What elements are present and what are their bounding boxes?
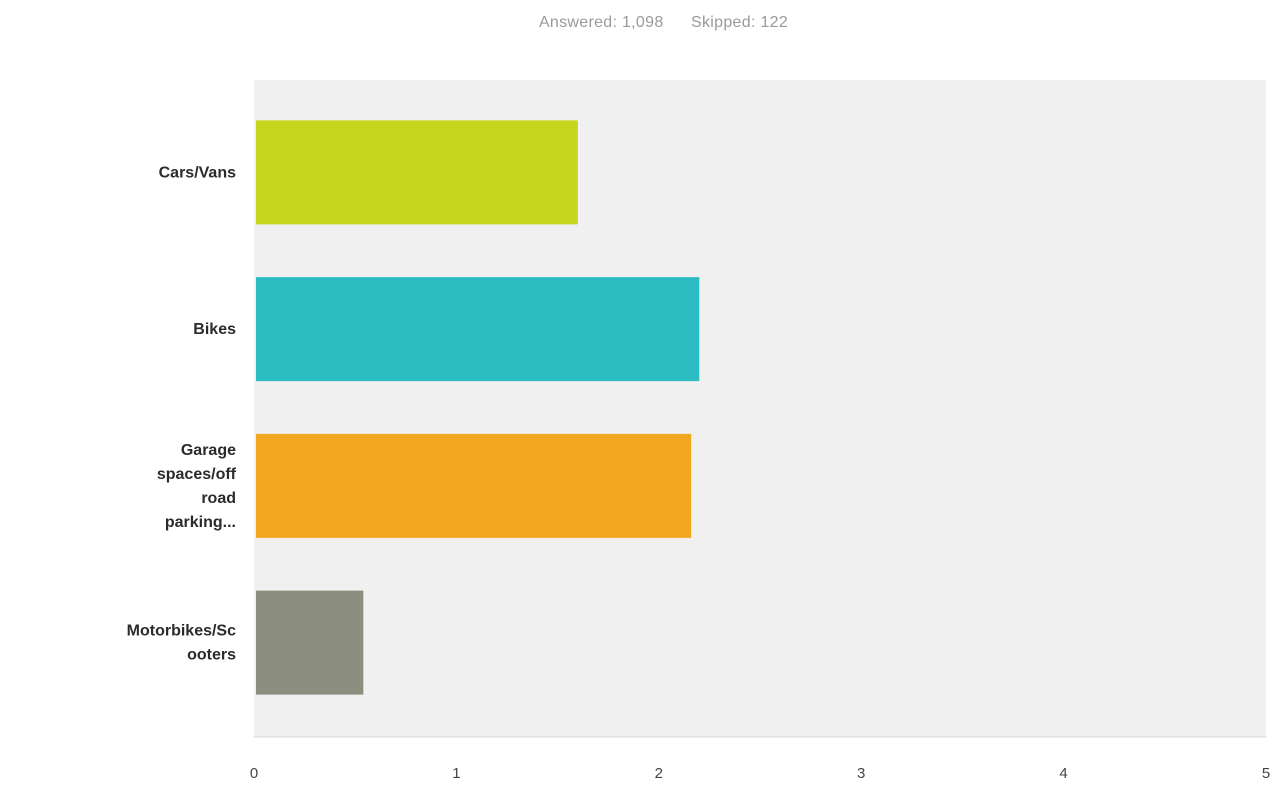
bar	[256, 277, 700, 382]
bar	[256, 590, 364, 695]
category-label: Motorbikes/Sc ooters	[127, 623, 236, 664]
category-label: Garage spaces/off road parking...	[157, 442, 237, 531]
x-tick-label: 5	[1262, 765, 1270, 782]
skipped-label: Skipped:	[691, 14, 756, 31]
x-tick-label: 4	[1059, 765, 1067, 782]
x-tick-label: 1	[452, 765, 460, 782]
x-tick-label: 3	[857, 765, 865, 782]
bar	[256, 120, 578, 225]
bar	[256, 433, 692, 538]
skipped-count: 122	[760, 14, 789, 31]
answered-label: Answered:	[538, 14, 618, 31]
x-tick-label: 0	[250, 765, 258, 782]
category-label: Cars/Vans	[159, 164, 236, 181]
response-summary: Answered: 1,098 Skipped: 122	[0, 14, 1287, 32]
answered-count: 1,098	[621, 14, 664, 31]
category-label: Bikes	[193, 321, 236, 338]
x-tick-label: 2	[655, 765, 663, 782]
